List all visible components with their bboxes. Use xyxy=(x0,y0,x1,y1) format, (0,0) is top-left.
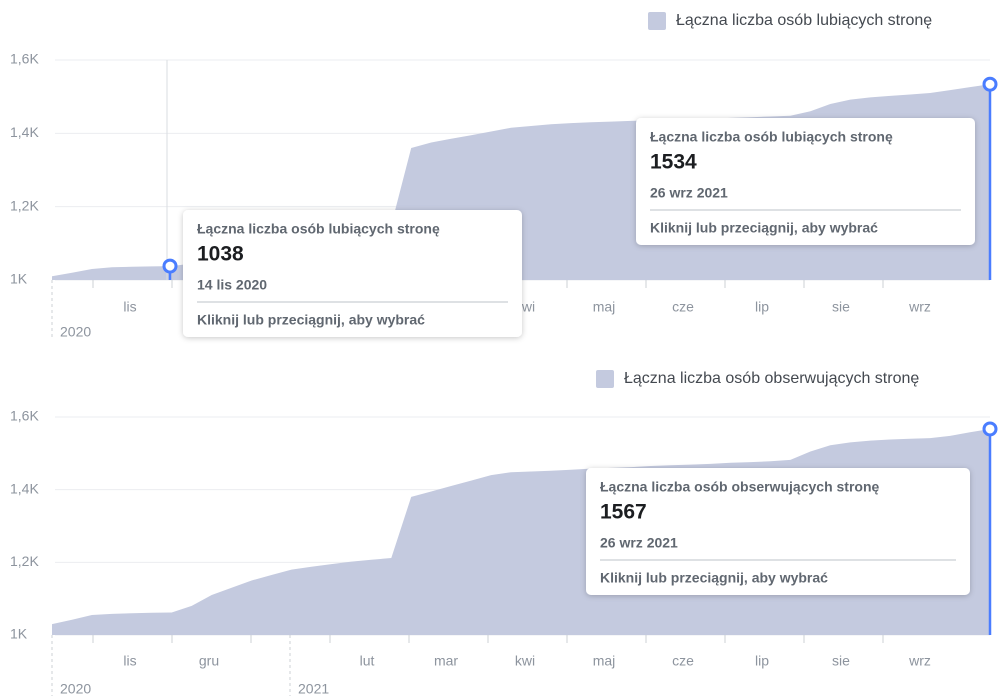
x-tick-label: sie xyxy=(832,299,850,315)
tooltip-date: 14 lis 2020 xyxy=(197,277,267,293)
x-tick-label: gru xyxy=(199,653,219,669)
tooltip: Łączna liczba osób obserwujących stronę 1… xyxy=(586,468,970,595)
x-tick-label: lip xyxy=(755,299,769,315)
y-tick-label: 1,2K xyxy=(10,197,39,213)
y-tick-label: 1K xyxy=(10,626,28,642)
x-tick-label: wrz xyxy=(908,653,931,669)
tooltip-date: 26 wrz 2021 xyxy=(650,185,728,201)
y-tick-label: 1,4K xyxy=(10,124,39,140)
x-tick-label: cze xyxy=(672,653,694,669)
x-tick-label: sie xyxy=(832,653,850,669)
y-tick-label: 1,6K xyxy=(10,51,39,67)
tooltip-box xyxy=(586,468,970,595)
year-label: 2020 xyxy=(60,324,91,340)
x-tick-label: maj xyxy=(593,299,616,315)
tooltip-hint: Kliknij lub przeciągnij, aby wybrać xyxy=(600,570,828,586)
tooltip-hint: Kliknij lub przeciągnij, aby wybrać xyxy=(650,220,878,236)
selection-marker xyxy=(162,258,178,274)
x-tick-label: lis xyxy=(123,653,136,669)
tooltip-hint: Kliknij lub przeciągnij, aby wybrać xyxy=(197,312,425,328)
tooltip-date: 26 wrz 2021 xyxy=(600,535,678,551)
tooltip-title: Łączna liczba osób lubiących stronę xyxy=(650,129,893,145)
x-tick-label: lip xyxy=(755,653,769,669)
tooltip-box xyxy=(636,118,975,245)
year-label: 2021 xyxy=(298,681,329,697)
legend-swatch xyxy=(648,12,666,30)
tooltip-value: 1567 xyxy=(600,501,647,524)
x-tick-label: maj xyxy=(593,653,616,669)
y-tick-label: 1,2K xyxy=(10,553,39,569)
legend-swatch xyxy=(596,370,614,388)
tooltip: Łączna liczba osób lubiących stronę 1038 1… xyxy=(183,210,522,337)
x-tick-label: mar xyxy=(434,653,458,669)
tooltip: Łączna liczba osób lubiących stronę 1534 2… xyxy=(636,118,975,245)
tooltip-title: Łączna liczba osób obserwujących stronę xyxy=(600,479,880,495)
x-tick-label: cze xyxy=(672,299,694,315)
tooltip-value: 1534 xyxy=(650,151,697,174)
y-tick-label: 1,6K xyxy=(10,408,39,424)
legend-label: Łączna liczba osób obserwujących stronę xyxy=(624,370,919,387)
x-tick-label: kwi xyxy=(515,653,535,669)
selection-marker xyxy=(982,76,998,92)
y-tick-label: 1K xyxy=(10,271,28,287)
year-label: 2020 xyxy=(60,681,91,697)
tooltip-title: Łączna liczba osób lubiących stronę xyxy=(197,221,440,237)
tooltip-value: 1038 xyxy=(197,243,244,266)
legend-label: Łączna liczba osób lubiących stronę xyxy=(676,12,932,29)
x-tick-label: wrz xyxy=(908,299,931,315)
x-tick-label: lis xyxy=(123,299,136,315)
x-tick-label: lut xyxy=(360,653,375,669)
selection-marker xyxy=(982,421,998,437)
tooltip-box xyxy=(183,210,522,337)
y-tick-label: 1,4K xyxy=(10,480,39,496)
